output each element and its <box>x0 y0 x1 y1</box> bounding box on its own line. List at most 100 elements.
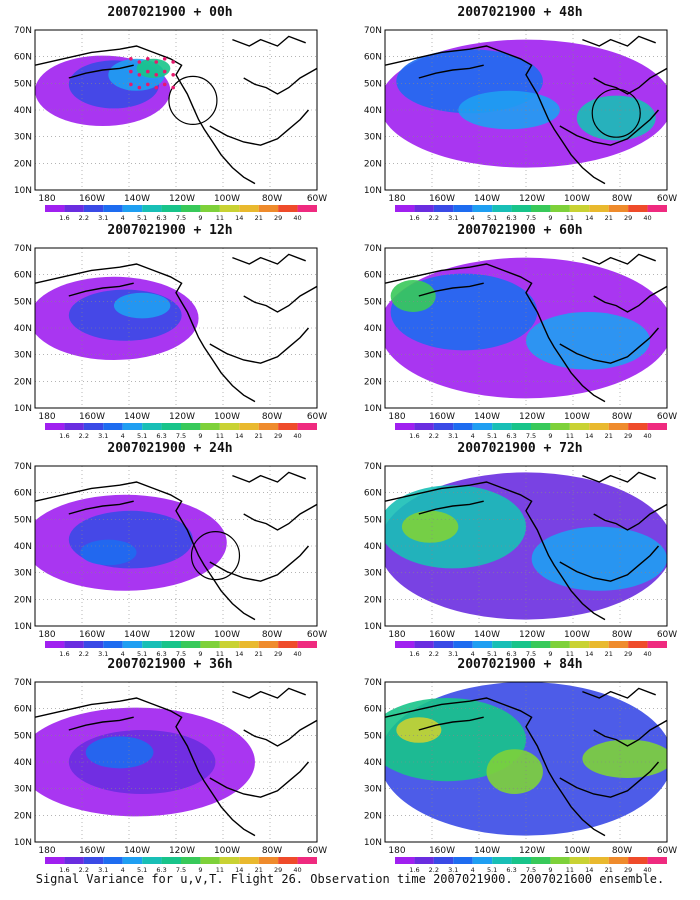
lon-tick-label: 80W <box>262 846 282 856</box>
lat-tick-label: 60N <box>14 271 32 281</box>
colorbar-swatch <box>122 641 143 648</box>
colorbar-swatch <box>103 423 123 430</box>
lat-tick-label: 70N <box>14 462 32 472</box>
coastline <box>35 263 256 403</box>
coastline <box>418 500 484 515</box>
variance-map: 10N 20N 30N 40N 50N 60N 70N 180 160W 140W 120W 100W… <box>14 678 327 874</box>
lon-tick-label: 160W <box>429 412 455 422</box>
colorbar-label: 5.1 <box>137 866 147 874</box>
colorbar-label: 11 <box>566 432 574 440</box>
lon-tick-label: 120W <box>169 630 195 640</box>
lon-tick-label: 80W <box>612 630 632 640</box>
coastline <box>593 285 667 313</box>
observation-dot <box>162 69 167 74</box>
colorbar-swatch <box>414 205 434 212</box>
colorbar-swatch <box>239 205 259 212</box>
observation-dot <box>171 60 175 64</box>
colorbar-swatch <box>550 641 570 648</box>
colorbar-label: 9 <box>548 214 552 222</box>
panel-title: 2007021900 + 72h <box>457 441 583 456</box>
panel-title: 2007021900 + 36h <box>107 657 233 672</box>
colorbar-swatch <box>161 423 181 430</box>
observation-dot <box>154 85 159 90</box>
panel-title: 2007021900 + 00h <box>107 5 233 20</box>
colorbar-label: 1.6 <box>409 432 419 440</box>
observation-dot <box>137 85 142 90</box>
colorbar-swatch <box>258 205 279 212</box>
colorbar-swatch <box>608 423 629 430</box>
colorbar-swatch <box>608 641 629 648</box>
coastline <box>68 716 134 731</box>
coastline <box>385 481 606 621</box>
colorbar-label: 7.5 <box>176 214 186 222</box>
colorbar-label: 4 <box>121 214 125 222</box>
coastline <box>385 697 606 837</box>
coastline <box>243 719 317 747</box>
colorbar-label: 14 <box>235 650 243 658</box>
colorbar-swatch <box>103 641 123 648</box>
colorbar-swatch <box>278 205 298 212</box>
variance-map: 10N 20N 30N 40N 50N 60N 70N 180 160W 140W 120W 100W… <box>14 462 327 658</box>
colorbar-swatch <box>219 641 240 648</box>
observation-dot <box>154 73 159 77</box>
colorbar-label: 29 <box>274 650 282 658</box>
figure-caption: Signal Variance for u,v,T. Flight 26. Ob… <box>35 872 665 886</box>
colorbar-swatch <box>45 423 65 430</box>
lat-tick-label: 60N <box>364 271 382 281</box>
variance-map: 10N 20N 30N 40N 50N 60N 70N 180 160W 140W 120W 100W… <box>364 678 677 874</box>
colorbar-label: 7.5 <box>176 650 186 658</box>
lat-tick-label: 70N <box>364 678 382 688</box>
variance-contour <box>85 736 154 769</box>
lon-tick-label: 160W <box>429 846 455 856</box>
lon-tick-label: 60W <box>657 630 677 640</box>
colorbar-swatch <box>83 423 104 430</box>
colorbar-swatch <box>569 641 590 648</box>
lon-tick-label: 180 <box>388 412 405 422</box>
lat-tick-label: 70N <box>14 244 32 254</box>
colorbar-label: 14 <box>235 214 243 222</box>
colorbar-swatch <box>647 205 667 212</box>
colorbar-label: 9 <box>548 650 552 658</box>
colorbar-swatch <box>589 857 609 864</box>
lon-tick-label: 100W <box>564 412 590 422</box>
colorbar-swatch <box>45 205 65 212</box>
colorbar-swatch <box>453 423 473 430</box>
colorbar-label: 6.3 <box>156 214 166 222</box>
colorbar-swatch <box>628 423 648 430</box>
lat-tick-label: 50N <box>364 515 382 525</box>
colorbar-swatch <box>258 423 279 430</box>
colorbar-swatch <box>472 205 493 212</box>
colorbar-swatch <box>433 641 454 648</box>
colorbar-label: 1.6 <box>59 432 69 440</box>
colorbar-label: 7.5 <box>526 650 536 658</box>
colorbar-label: 9 <box>548 866 552 874</box>
observation-dot <box>129 69 133 74</box>
colorbar-label: 1.6 <box>59 866 69 874</box>
colorbar-label: 14 <box>585 650 593 658</box>
lon-tick-label: 160W <box>79 412 105 422</box>
colorbar-swatch <box>297 641 317 648</box>
lon-tick-label: 60W <box>307 846 327 856</box>
colorbar-label: 21 <box>255 866 263 874</box>
lon-tick-label: 120W <box>519 630 545 640</box>
colorbar-label: 21 <box>255 432 263 440</box>
lon-tick-label: 140W <box>124 846 150 856</box>
lon-tick-label: 120W <box>519 846 545 856</box>
variance-map: 10N 20N 30N 40N 50N 60N 70N 180 160W 140W 120W 100W… <box>14 26 327 222</box>
panel-title: 2007021900 + 12h <box>107 223 233 238</box>
lat-tick-label: 50N <box>364 297 382 307</box>
lat-tick-label: 60N <box>14 705 32 715</box>
coastline <box>68 500 134 515</box>
coastline <box>559 109 660 146</box>
lat-tick-label: 10N <box>14 404 32 414</box>
colorbar-label: 9 <box>198 866 202 874</box>
colorbar-swatch <box>628 205 648 212</box>
colorbar-swatch <box>472 423 493 430</box>
colorbar-label: 7.5 <box>526 214 536 222</box>
colorbar-label: 2.2 <box>79 650 89 658</box>
observation-dot <box>171 85 175 90</box>
lon-tick-label: 80W <box>262 194 282 204</box>
lat-tick-label: 40N <box>14 324 32 334</box>
variance-map: 10N 20N 30N 40N 50N 60N 70N 180 160W 140W 120W 100W… <box>364 26 677 222</box>
colorbar-label: 7.5 <box>526 866 536 874</box>
